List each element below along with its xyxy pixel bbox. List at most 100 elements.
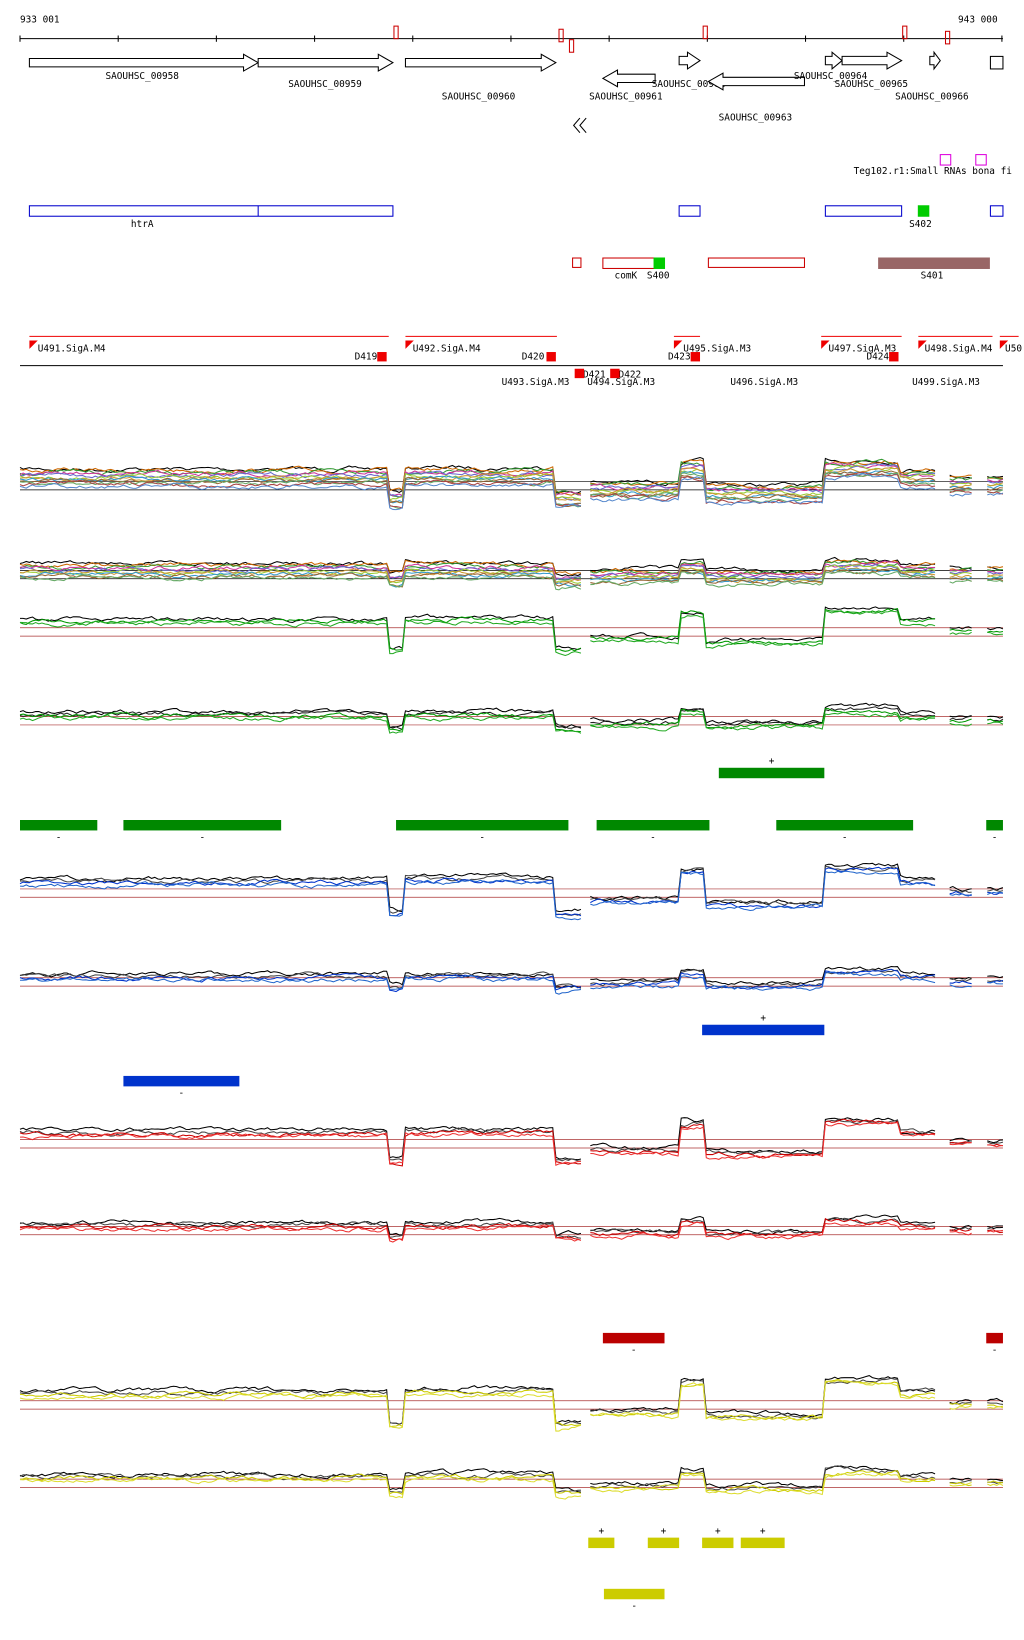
wiggle: [590, 1472, 936, 1496]
promoter-label: U493.SigA.M3: [502, 377, 570, 388]
segment: [718, 767, 825, 779]
feature: [917, 205, 930, 217]
gene-label: SAOUHSC_00958: [105, 71, 179, 82]
wiggle: [949, 980, 972, 985]
wiggle: [949, 1481, 972, 1487]
gene-arrow: [28, 53, 260, 72]
promoter-label: U494.SigA.M3: [587, 377, 655, 388]
segment-sign: +: [715, 1526, 721, 1537]
wiggle: [987, 888, 1004, 892]
wiggle: [987, 1229, 1004, 1234]
wiggle: [949, 474, 972, 478]
wiggle: [987, 1141, 1004, 1145]
promoter-label: U496.SigA.M3: [730, 377, 798, 388]
segment-sign: -: [650, 832, 656, 843]
feature-box: [572, 257, 582, 268]
wiggle: [949, 476, 972, 481]
wiggle: [590, 1118, 936, 1159]
wiggle: [987, 487, 1004, 491]
feature-label: comK: [615, 270, 638, 281]
wiggle: [987, 480, 1003, 484]
gene-arrow: [929, 50, 941, 71]
segment: [986, 1332, 1003, 1344]
segment: [740, 1537, 785, 1549]
srna-box: [939, 154, 952, 166]
wiggle: [590, 570, 936, 588]
wiggle: [949, 893, 972, 897]
gene-arrow: [824, 51, 843, 71]
segment-sign: -: [179, 1088, 185, 1099]
wiggle: [19, 619, 582, 657]
segment: [596, 820, 710, 831]
wiggle: [19, 1127, 581, 1162]
wiggle: [987, 569, 1003, 573]
wiggle: [949, 569, 972, 575]
promoter-flag: [821, 340, 830, 349]
feature: [28, 205, 394, 217]
wiggle: [987, 630, 1004, 633]
promoter-label: U497.SigA.M3: [829, 343, 897, 354]
small-arrows: [572, 117, 587, 134]
segment: [702, 1537, 734, 1549]
wiggle: [590, 462, 936, 492]
promoter-site: [546, 352, 556, 362]
wiggle: [590, 566, 936, 584]
gene-label: SAOUHSC_00960: [442, 92, 516, 103]
wiggle: [590, 606, 936, 645]
segment-sign: -: [842, 832, 848, 843]
wiggle: [19, 1217, 582, 1238]
wiggle: [19, 1125, 582, 1161]
wiggle: [19, 472, 582, 501]
wiggle: [19, 1224, 582, 1243]
marker: [944, 30, 951, 45]
gene-partial: [989, 55, 1004, 70]
wiggle: [987, 981, 1003, 985]
promoter-label: D424: [866, 352, 889, 363]
wiggle: [949, 890, 972, 896]
promoter-flag: [673, 340, 683, 349]
wiggle: [949, 579, 972, 584]
wiggle: [987, 718, 1004, 723]
wiggle: [19, 974, 582, 995]
wiggle: [590, 456, 936, 487]
wiggle: [987, 891, 1004, 895]
wiggle: [19, 972, 582, 993]
wiggle: [949, 631, 972, 635]
wiggle: [949, 493, 972, 497]
promoter-flag: [405, 340, 414, 349]
wiggle: [987, 1225, 1003, 1230]
feature-box: [678, 205, 701, 217]
feature-label: S400: [647, 270, 670, 281]
gene-label: SAOUHSC_00964: [794, 71, 868, 82]
wiggle: [949, 984, 972, 988]
gene-arrow: [404, 53, 557, 72]
segment: [396, 820, 569, 831]
feature-label: S402: [909, 219, 932, 230]
segment-sign: -: [992, 1345, 998, 1356]
wiggle: [590, 706, 936, 727]
wiggle: [19, 616, 582, 652]
wiggle: [590, 1119, 936, 1156]
gene-arrow: [257, 53, 394, 72]
promoter-label: U492.SigA.M4: [413, 343, 481, 354]
wiggle: [590, 564, 936, 582]
wiggle: [590, 560, 936, 577]
gene-arrow: [841, 51, 903, 70]
wiggle: [590, 568, 936, 585]
gene-arrow: [707, 72, 806, 91]
wiggle: [987, 1402, 1004, 1405]
promoter-flag: [999, 340, 1009, 349]
gene-arrow: [601, 69, 656, 88]
wiggle: [987, 1478, 1004, 1482]
wiggle: [949, 628, 972, 632]
wiggle: [19, 567, 582, 584]
wiggle: [987, 715, 1004, 719]
wiggle: [590, 458, 936, 492]
wiggle: [987, 566, 1004, 569]
promoter-label: U491.SigA.M4: [38, 343, 106, 354]
segment-sign: +: [598, 1526, 604, 1537]
feature-box: [707, 257, 806, 268]
wiggle: [949, 482, 972, 486]
wiggle: [987, 1144, 1004, 1148]
